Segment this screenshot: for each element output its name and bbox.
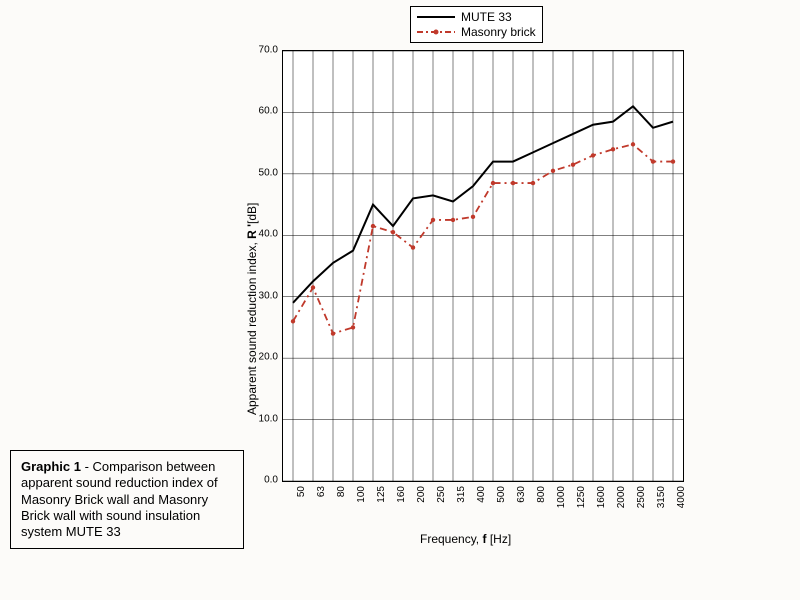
series-marker <box>431 218 435 222</box>
x-tick-label: 125 <box>376 486 387 503</box>
series-marker <box>331 331 335 335</box>
series-marker <box>371 224 375 228</box>
legend: MUTE 33Masonry brick <box>410 6 543 43</box>
x-tick-label: 315 <box>456 486 467 503</box>
series-marker <box>571 162 575 166</box>
series-marker <box>591 153 595 157</box>
caption-box: Graphic 1 - Comparison between apparent … <box>10 450 244 549</box>
x-tick-label: 500 <box>496 486 507 503</box>
x-tick-label: 630 <box>516 486 527 503</box>
legend-label: MUTE 33 <box>461 10 512 24</box>
x-tick-label: 63 <box>316 486 327 497</box>
caption-title: Graphic 1 <box>21 459 81 474</box>
series-marker <box>611 147 615 151</box>
x-tick-label: 250 <box>436 486 447 503</box>
chart-plot-frame <box>282 50 684 482</box>
x-tick-label: 160 <box>396 486 407 503</box>
y-axis-label-suffix: [dB] <box>245 203 259 224</box>
x-tick-label: 4000 <box>676 486 687 508</box>
x-tick-label: 3150 <box>656 486 667 508</box>
legend-swatch <box>417 26 455 38</box>
legend-swatch <box>417 11 455 23</box>
chart-svg <box>283 51 683 481</box>
y-tick-label: 50.0 <box>250 167 278 178</box>
legend-label: Masonry brick <box>461 25 536 39</box>
series-marker <box>311 285 315 289</box>
series-marker <box>551 169 555 173</box>
x-tick-label: 800 <box>536 486 547 503</box>
series-marker <box>651 159 655 163</box>
series-marker <box>351 325 355 329</box>
x-tick-label: 1000 <box>556 486 567 508</box>
y-tick-label: 0.0 <box>250 475 278 486</box>
x-tick-label: 200 <box>416 486 427 503</box>
x-tick-label: 100 <box>356 486 367 503</box>
x-tick-label: 2000 <box>616 486 627 508</box>
series-marker <box>411 245 415 249</box>
y-axis-label-prefix: Apparent sound reduction index, <box>245 239 259 415</box>
series-marker <box>291 319 295 323</box>
y-tick-label: 60.0 <box>250 106 278 117</box>
series-line <box>293 106 673 303</box>
series-marker <box>531 181 535 185</box>
series-marker <box>491 181 495 185</box>
x-axis-label-prefix: Frequency, <box>420 532 482 546</box>
series-marker <box>511 181 515 185</box>
series-marker <box>391 230 395 234</box>
y-axis-label-bold: R ' <box>245 224 259 239</box>
legend-row: Masonry brick <box>417 24 536 39</box>
x-tick-label: 1250 <box>576 486 587 508</box>
x-axis-label-suffix: [Hz] <box>490 532 511 546</box>
series-marker <box>631 142 635 146</box>
y-axis-label: Apparent sound reduction index, R '[dB] <box>245 203 259 415</box>
legend-row: MUTE 33 <box>417 9 536 24</box>
y-tick-label: 70.0 <box>250 45 278 56</box>
x-axis-label-bold: f <box>482 532 489 546</box>
series-marker <box>471 215 475 219</box>
series-marker <box>671 159 675 163</box>
x-tick-label: 80 <box>336 486 347 497</box>
x-axis-label: Frequency, f [Hz] <box>420 532 511 546</box>
x-tick-label: 1600 <box>596 486 607 508</box>
x-tick-label: 400 <box>476 486 487 503</box>
x-tick-label: 2500 <box>636 486 647 508</box>
x-tick-label: 50 <box>296 486 307 497</box>
series-marker <box>451 218 455 222</box>
